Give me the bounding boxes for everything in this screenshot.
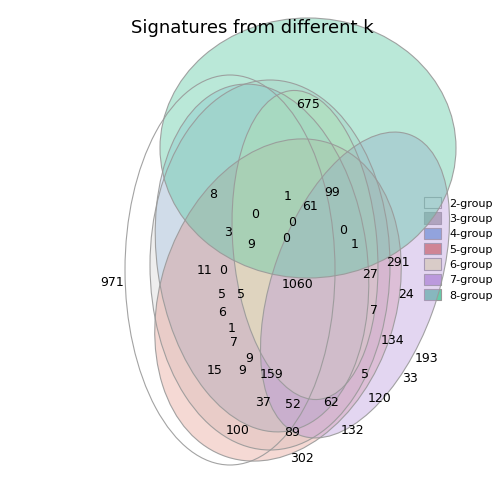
- Text: 7: 7: [230, 337, 238, 349]
- Text: 33: 33: [402, 371, 418, 385]
- Text: 27: 27: [362, 269, 378, 282]
- Text: 9: 9: [238, 363, 246, 376]
- Ellipse shape: [155, 139, 401, 461]
- Text: 1: 1: [228, 322, 236, 335]
- Ellipse shape: [261, 132, 450, 438]
- Text: 61: 61: [302, 201, 318, 214]
- Text: 11: 11: [197, 264, 213, 277]
- Text: 1: 1: [351, 238, 359, 251]
- Text: 5: 5: [361, 368, 369, 382]
- Text: 62: 62: [323, 397, 339, 409]
- Text: 1060: 1060: [282, 279, 314, 291]
- Ellipse shape: [150, 80, 390, 450]
- Text: 7: 7: [370, 303, 378, 317]
- Ellipse shape: [232, 90, 378, 400]
- Text: 8: 8: [209, 188, 217, 202]
- Text: 302: 302: [290, 452, 314, 465]
- Text: 9: 9: [245, 351, 253, 364]
- Text: 120: 120: [368, 392, 392, 405]
- Text: 15: 15: [207, 363, 223, 376]
- Text: 291: 291: [386, 256, 410, 269]
- Text: 99: 99: [324, 186, 340, 200]
- Text: 100: 100: [226, 423, 250, 436]
- Text: 24: 24: [398, 288, 414, 301]
- Legend: 2-group, 3-group, 4-group, 5-group, 6-group, 7-group, 8-group: 2-group, 3-group, 4-group, 5-group, 6-gr…: [424, 197, 493, 300]
- Text: 5: 5: [218, 288, 226, 301]
- Ellipse shape: [155, 84, 369, 432]
- Text: 159: 159: [260, 368, 284, 382]
- Text: 193: 193: [414, 351, 438, 364]
- Text: 37: 37: [255, 396, 271, 409]
- Ellipse shape: [160, 18, 456, 278]
- Text: 6: 6: [218, 306, 226, 320]
- Text: 0: 0: [251, 209, 259, 221]
- Text: 89: 89: [284, 425, 300, 438]
- Text: 0: 0: [282, 231, 290, 244]
- Text: 971: 971: [100, 276, 124, 288]
- Text: 9: 9: [247, 238, 255, 251]
- Text: 0: 0: [339, 223, 347, 236]
- Text: 3: 3: [224, 225, 232, 238]
- Text: 132: 132: [340, 423, 364, 436]
- Text: Signatures from different k: Signatures from different k: [131, 19, 373, 37]
- Text: 675: 675: [296, 98, 320, 111]
- Text: 0: 0: [219, 264, 227, 277]
- Text: 52: 52: [285, 399, 301, 411]
- Text: 5: 5: [237, 288, 245, 301]
- Text: 134: 134: [380, 334, 404, 347]
- Text: 0: 0: [288, 216, 296, 228]
- Text: 1: 1: [284, 190, 292, 203]
